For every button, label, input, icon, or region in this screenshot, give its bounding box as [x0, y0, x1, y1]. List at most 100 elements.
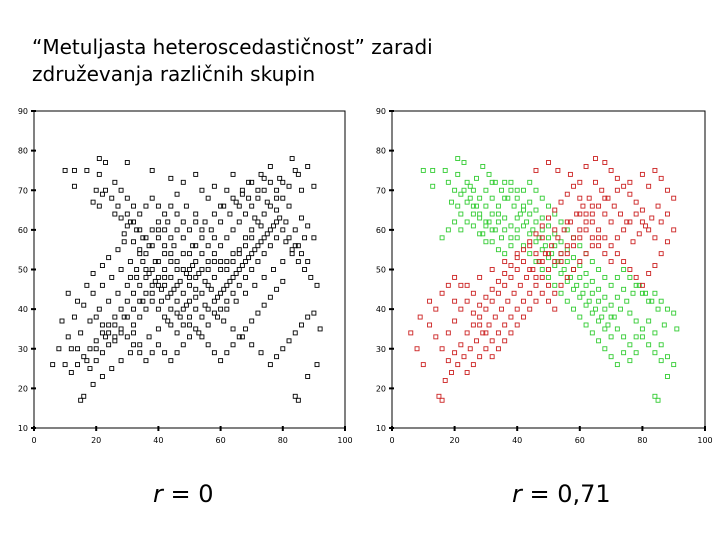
data-point	[168, 306, 174, 312]
data-point	[524, 274, 530, 280]
data-point	[514, 251, 520, 257]
data-point	[639, 290, 645, 296]
data-point	[539, 247, 545, 253]
data-point	[539, 227, 545, 233]
data-point	[174, 267, 180, 272]
data-point	[283, 239, 289, 245]
data-point	[452, 298, 458, 304]
data-point	[589, 219, 595, 225]
data-point	[78, 397, 84, 403]
data-point	[511, 290, 517, 296]
data-point	[168, 274, 174, 280]
data-point	[664, 239, 670, 245]
data-point	[664, 187, 670, 193]
data-point	[546, 223, 551, 229]
data-point	[143, 274, 149, 280]
scatter-chart-left: 10 20 30 40 50 60 70 80 90 0 20 40 60 80 100	[18, 107, 353, 445]
data-point	[571, 286, 576, 292]
data-point	[193, 294, 199, 300]
data-point	[596, 298, 602, 304]
data-point	[255, 195, 261, 201]
data-point	[474, 175, 479, 181]
data-point	[558, 290, 564, 296]
data-point	[555, 167, 561, 173]
data-point	[267, 203, 273, 209]
data-point	[280, 227, 286, 233]
data-point	[608, 302, 614, 308]
data-point	[521, 298, 526, 304]
data-point	[639, 326, 645, 332]
data-point	[483, 203, 489, 209]
data-point	[193, 286, 199, 292]
data-point	[583, 302, 589, 308]
r-symbol: r	[512, 480, 522, 508]
x-tick-label: 0	[31, 436, 36, 445]
data-point	[539, 290, 545, 296]
data-point	[596, 286, 602, 292]
data-point	[508, 235, 514, 241]
data-point	[546, 160, 551, 165]
data-point	[162, 350, 168, 356]
data-point	[489, 286, 495, 292]
data-point	[305, 374, 311, 379]
data-point	[602, 251, 608, 257]
data-point	[211, 259, 217, 265]
data-point	[187, 282, 192, 288]
data-point	[78, 330, 84, 336]
data-point	[533, 219, 539, 225]
data-point	[464, 298, 470, 304]
data-point	[627, 179, 633, 185]
data-point	[521, 203, 526, 209]
data-point	[81, 354, 87, 360]
data-point	[233, 271, 239, 276]
data-point	[486, 322, 492, 328]
data-point	[517, 211, 523, 217]
data-point	[218, 306, 224, 312]
data-point	[558, 251, 564, 257]
x-tick-label: 100	[337, 436, 352, 445]
data-point	[558, 271, 564, 276]
data-point	[199, 227, 205, 233]
data-point	[602, 294, 608, 300]
data-point	[143, 203, 149, 209]
data-point	[249, 267, 255, 272]
data-point	[174, 350, 180, 356]
data-point	[124, 298, 130, 304]
data-point	[174, 330, 180, 336]
data-point	[445, 330, 451, 336]
data-point	[205, 195, 211, 201]
data-point	[187, 227, 192, 233]
data-point	[168, 203, 174, 209]
data-point	[671, 310, 677, 316]
data-point	[577, 227, 583, 233]
data-point	[630, 239, 636, 245]
data-point	[286, 235, 292, 241]
data-point	[109, 195, 115, 201]
data-point	[127, 259, 133, 265]
data-point	[552, 243, 558, 249]
data-point	[514, 255, 520, 261]
data-point	[205, 267, 211, 272]
data-point	[624, 219, 630, 225]
data-point	[658, 175, 664, 181]
y-tick-label: 60	[376, 226, 386, 235]
data-point	[267, 164, 273, 169]
data-point	[502, 271, 508, 276]
data-point	[539, 274, 545, 280]
data-point	[137, 298, 143, 304]
data-point	[539, 223, 545, 229]
data-point	[168, 322, 174, 328]
data-point	[118, 306, 124, 312]
data-point	[655, 397, 661, 403]
data-point	[255, 259, 261, 265]
data-point	[577, 274, 583, 280]
data-point	[489, 338, 495, 344]
data-point	[427, 298, 433, 304]
data-point	[589, 259, 595, 265]
data-point	[152, 259, 158, 265]
data-point	[305, 314, 311, 320]
data-point	[564, 298, 570, 304]
data-point	[311, 235, 317, 241]
data-point	[552, 263, 558, 268]
data-point	[140, 259, 146, 265]
